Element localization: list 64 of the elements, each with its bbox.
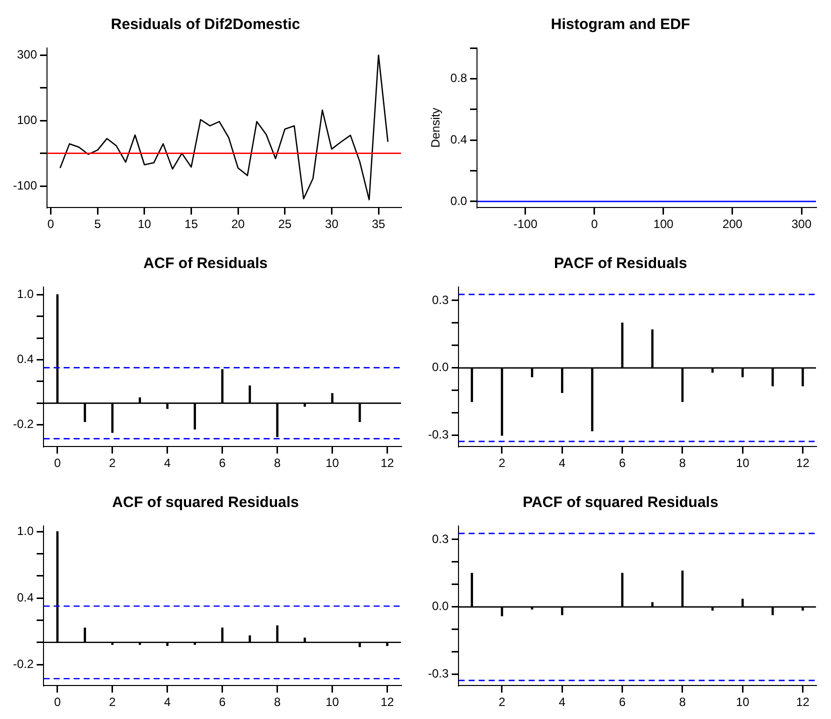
y-axis-title: Density [428,108,443,148]
y-tick-label: 300 [16,48,38,62]
x-tick-label: 4 [164,456,172,470]
x-tick-label: 200 [722,217,743,232]
y-tick-label: 0.0 [450,194,468,208]
x-tick-label: 100 [653,217,674,232]
y-tick-label: -0.2 [12,656,34,671]
x-tick-label: 0 [591,217,598,232]
x-tick-label: 0 [54,695,62,710]
x-tick-label: 0 [47,217,54,232]
x-tick-label: 6 [618,695,626,710]
x-tick-label: 6 [618,456,626,470]
x-tick-label: 20 [231,217,246,232]
x-tick-label: 10 [326,695,340,710]
y-tick-label: 0.4 [16,352,34,366]
x-tick-label: 6 [218,695,226,710]
x-tick-label: -100 [513,217,538,232]
y-tick-label: -0.2 [12,417,34,432]
x-tick-label: 2 [498,456,506,470]
y-tick-label: 1.0 [16,524,34,538]
x-tick-label: 6 [218,456,226,470]
y-tick-label: 0.0 [432,599,449,614]
y-tick-label: -0.3 [428,428,449,442]
y-tick-label: 100 [16,112,38,127]
chart-title: ACF of squared Residuals [112,494,299,512]
chart-title: Residuals of Dif2Domestic [110,16,300,34]
x-tick-label: 2 [498,695,506,710]
x-tick-label: 8 [274,456,281,470]
x-tick-label: 8 [679,695,686,710]
y-tick-label: 0.8 [450,71,468,86]
x-tick-label: 2 [109,695,116,710]
x-tick-label: 2 [109,456,116,470]
y-tick-label: 0.3 [432,532,449,546]
y-tick-label: 0.3 [432,292,449,307]
chart-title: Histogram and EDF [550,16,690,34]
y-tick-label: 0.4 [16,590,34,604]
x-tick-label: 30 [325,217,339,232]
x-tick-label: 5 [94,217,102,232]
x-tick-label: 8 [679,456,686,470]
y-tick-label: 0.0 [432,360,449,374]
chart-title: PACF of squared Residuals [522,494,718,512]
chart-title: ACF of Residuals [143,255,268,272]
x-tick-label: 25 [278,217,292,232]
y-tick-label: -0.3 [428,666,449,681]
x-tick-label: 12 [380,695,394,710]
x-tick-label: 0 [54,456,62,470]
x-tick-label: 10 [736,695,750,710]
y-tick-label: 1.0 [16,286,34,301]
chart-title: PACF of Residuals [554,255,688,272]
x-tick-label: 4 [558,695,566,710]
x-tick-label: 12 [380,456,394,470]
x-tick-label: 4 [558,456,566,470]
x-tick-label: 15 [184,217,198,232]
x-tick-label: 12 [796,456,810,470]
x-tick-label: 10 [326,456,340,470]
y-tick-label: -100 [12,178,38,192]
x-tick-label: 35 [372,217,386,232]
x-tick-label: 4 [164,695,172,710]
x-tick-label: 10 [736,456,750,470]
x-tick-label: 300 [791,217,812,232]
x-tick-label: 10 [138,217,152,232]
x-tick-label: 12 [796,695,810,710]
y-tick-label: 0.4 [450,132,468,146]
x-tick-label: 8 [274,695,281,710]
